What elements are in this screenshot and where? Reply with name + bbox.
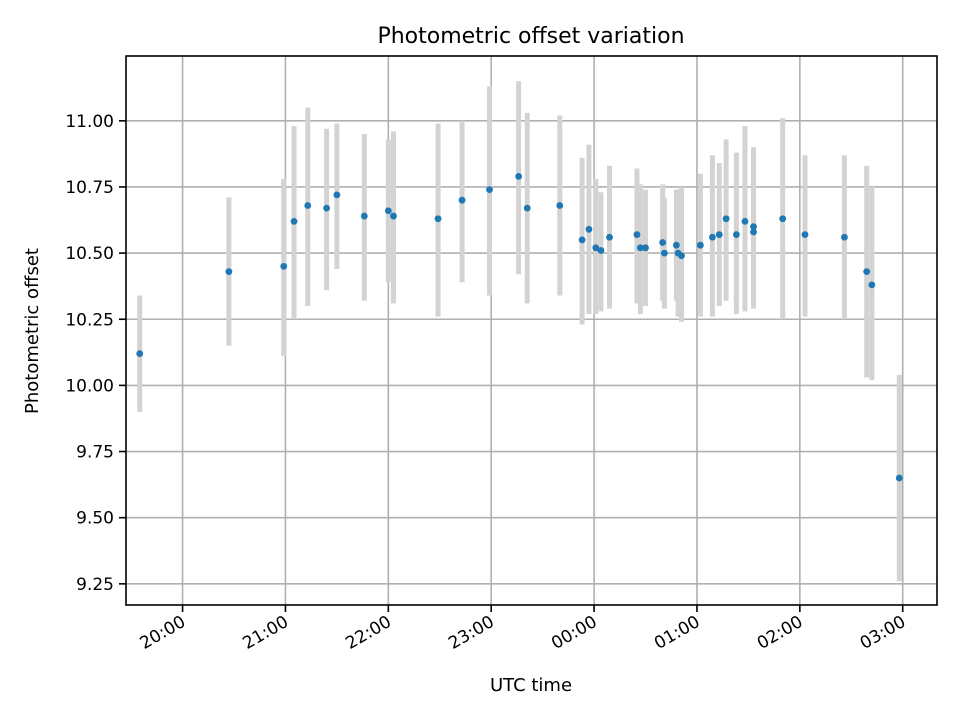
data-point <box>715 231 723 238</box>
data-point <box>895 474 903 482</box>
error-bars <box>137 81 902 582</box>
x-axis-label: UTC time <box>490 675 572 696</box>
y-axis-label: Photometric offset <box>22 248 43 414</box>
data-point <box>390 212 397 220</box>
data-point <box>384 207 392 215</box>
y-tick-label: 11.00 <box>65 112 114 132</box>
chart-title: Photometric offset variation <box>377 24 684 49</box>
data-point <box>801 231 809 238</box>
y-tick-label: 10.75 <box>65 178 114 198</box>
data-point <box>779 215 787 223</box>
data-point <box>225 268 233 276</box>
data-point <box>841 233 848 241</box>
data-point <box>672 241 680 249</box>
data-point <box>360 212 368 220</box>
x-tick-label: 01:00 <box>651 612 703 654</box>
y-tick-label: 9.50 <box>76 509 114 529</box>
data-point <box>523 204 531 212</box>
data-point <box>732 231 740 238</box>
y-tick-label: 9.25 <box>76 575 114 595</box>
data-point <box>280 262 288 270</box>
data-point <box>578 236 586 244</box>
x-tick-label: 22:00 <box>342 612 394 654</box>
data-point <box>136 350 144 358</box>
data-point <box>304 202 312 209</box>
data-point <box>660 249 668 257</box>
data-point <box>458 196 466 204</box>
data-point <box>868 281 876 289</box>
x-tick-label: 02:00 <box>754 612 806 654</box>
plot-frame <box>125 55 938 606</box>
data-point <box>863 268 871 276</box>
y-tick-label: 10.00 <box>65 376 114 396</box>
data-point <box>741 217 749 225</box>
data-point <box>636 244 644 252</box>
data-point <box>585 225 593 233</box>
x-tick-label: 00:00 <box>548 612 600 654</box>
grid <box>126 56 937 605</box>
data-point <box>750 223 757 231</box>
data-point <box>333 191 341 199</box>
data-point <box>606 233 613 241</box>
data-point <box>434 215 442 223</box>
data-point <box>722 215 730 223</box>
data-point <box>515 172 523 180</box>
y-tick-label: 9.75 <box>76 443 114 463</box>
data-point <box>696 241 704 249</box>
data-point <box>323 204 331 212</box>
data-points <box>136 172 903 482</box>
x-tick-label: 21:00 <box>240 612 292 654</box>
data-point <box>659 239 667 246</box>
x-tick-label: 20:00 <box>137 612 189 654</box>
data-point <box>597 247 605 254</box>
data-point <box>708 233 716 241</box>
x-tick-label: 03:00 <box>857 612 909 654</box>
data-point <box>556 202 564 209</box>
x-tick-label: 23:00 <box>445 612 497 654</box>
data-point <box>592 244 600 252</box>
y-tick-label: 10.50 <box>65 244 114 264</box>
y-tick-label: 10.25 <box>65 310 114 330</box>
data-point <box>486 186 493 194</box>
data-point <box>750 228 757 236</box>
data-point <box>290 217 298 225</box>
data-point <box>642 244 649 252</box>
data-point <box>678 252 685 260</box>
data-point <box>633 231 641 238</box>
